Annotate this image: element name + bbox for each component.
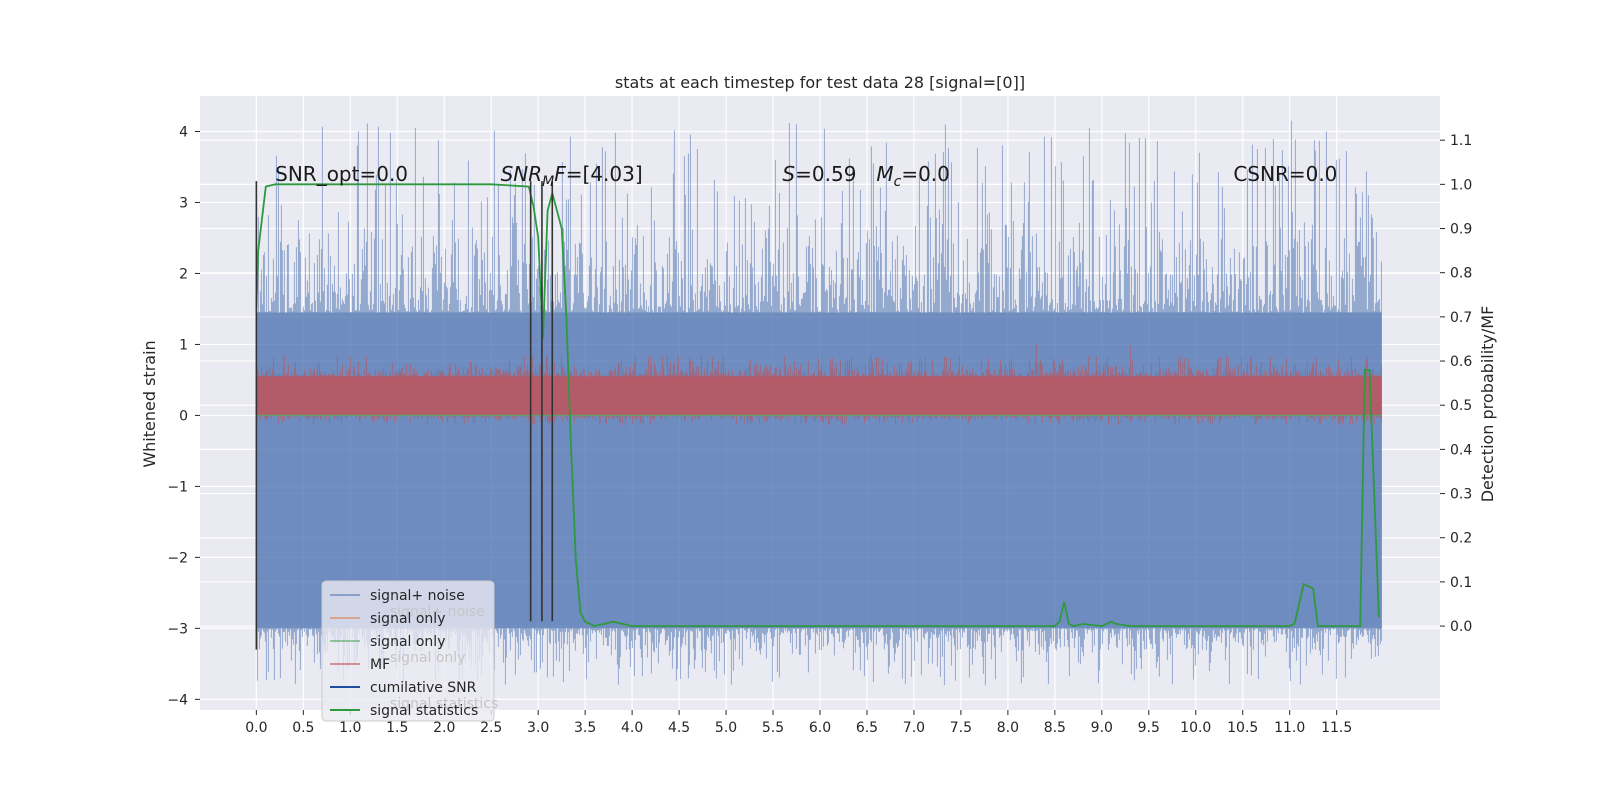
y2-tick-label: 0.3 (1450, 487, 1472, 503)
y2-axis-label: Detection probability/MF (1478, 306, 1497, 503)
series-signal-statistics (255, 183, 1380, 628)
legend-label: signal statistics (370, 703, 478, 719)
x-tick-label: 8.0 (997, 720, 1019, 736)
x-axis: 0.0 0.5 1.0 1.5 2.0 2.5 3.0 3.5 4.0 4.5 5.0 5.5 6.0 6… (245, 710, 1352, 736)
annotation: SNR_opt=0.0 (275, 162, 408, 186)
x-tick-label: 2.0 (433, 720, 455, 736)
y2-tick-label: 0.4 (1450, 442, 1472, 458)
series-cumilative-snr (255, 181, 554, 650)
x-tick-label: 5.5 (762, 720, 784, 736)
chart-title: stats at each timestep for test data 28 … (615, 73, 1025, 92)
annotations: SNR_opt=0.0 SNRMF=[4.03] S=0.59 Mc=0.0 CSNR=… (275, 162, 1337, 190)
legend-ghost-label: signal+ noise (390, 604, 485, 620)
x-tick-label: 1.0 (339, 720, 361, 736)
y-tick-label: −3 (167, 621, 188, 637)
y-axis-label: Whitened strain (140, 340, 159, 467)
x-tick-label: 7.0 (903, 720, 925, 736)
x-tick-label: 11.0 (1274, 720, 1305, 736)
x-tick-label: 3.5 (574, 720, 596, 736)
y-tick-label: −2 (167, 550, 188, 566)
x-tick-label: 4.0 (621, 720, 643, 736)
y-axis-left: −4 −3 −2 −1 0 1 2 3 4 (167, 124, 200, 708)
legend-ghost-label: signal statistics (390, 696, 498, 712)
x-tick-label: 1.5 (386, 720, 408, 736)
y-tick-label: −1 (167, 479, 188, 495)
y-tick-label: 4 (179, 124, 188, 140)
y-tick-label: −4 (167, 692, 188, 708)
x-tick-label: 9.0 (1091, 720, 1113, 736)
y2-tick-label: 0.0 (1450, 619, 1472, 635)
annotation: CSNR=0.0 (1233, 162, 1337, 186)
y2-tick-label: 0.1 (1450, 575, 1472, 591)
legend-box (321, 580, 495, 722)
legend-label: signal only (370, 611, 445, 627)
x-tick-label: 8.5 (1044, 720, 1066, 736)
y-tick-label: 3 (179, 195, 188, 211)
series-layer (255, 120, 1382, 686)
annotation: Mc=0.0 (876, 162, 950, 190)
y2-tick-label: 1.0 (1450, 177, 1472, 193)
y2-tick-label: 1.1 (1450, 133, 1472, 149)
x-tick-label: 11.5 (1321, 720, 1352, 736)
legend-label: MF (370, 657, 390, 673)
legend-label: signal+ noise (370, 588, 465, 604)
x-tick-label: 10.5 (1227, 720, 1258, 736)
y2-tick-label: 0.8 (1450, 266, 1472, 282)
y2-tick-label: 0.2 (1450, 531, 1472, 547)
legend-label: cumilative SNR (370, 680, 477, 696)
y-tick-label: 2 (179, 266, 188, 282)
x-tick-label: 0.5 (292, 720, 314, 736)
x-tick-label: 5.0 (715, 720, 737, 736)
x-tick-label: 2.5 (480, 720, 502, 736)
x-tick-label: 9.5 (1138, 720, 1160, 736)
y2-tick-label: 0.9 (1450, 222, 1472, 238)
y2-tick-label: 0.5 (1450, 398, 1472, 414)
x-tick-label: 3.0 (527, 720, 549, 736)
x-tick-label: 6.5 (856, 720, 878, 736)
y-tick-label: 0 (179, 408, 188, 424)
y2-tick-label: 0.6 (1450, 354, 1472, 370)
y-tick-label: 1 (179, 337, 188, 353)
series-signal-noise (255, 120, 1382, 686)
y2-tick-label: 0.7 (1450, 310, 1472, 326)
annotation: S=0.59 (782, 162, 856, 186)
legend-label: signal only (370, 634, 445, 650)
x-tick-label: 4.5 (668, 720, 690, 736)
x-tick-label: 6.0 (809, 720, 831, 736)
annotation: SNRMF=[4.03] (501, 162, 643, 190)
x-tick-label: 0.0 (245, 720, 267, 736)
legend-ghost-label: signal only (390, 650, 465, 666)
x-tick-label: 7.5 (950, 720, 972, 736)
x-tick-label: 10.0 (1180, 720, 1211, 736)
y-axis-right: 0.0 0.1 0.2 0.3 0.4 0.5 0.6 0.7 0.8 0.9 1.0 1.1 (1440, 133, 1472, 635)
